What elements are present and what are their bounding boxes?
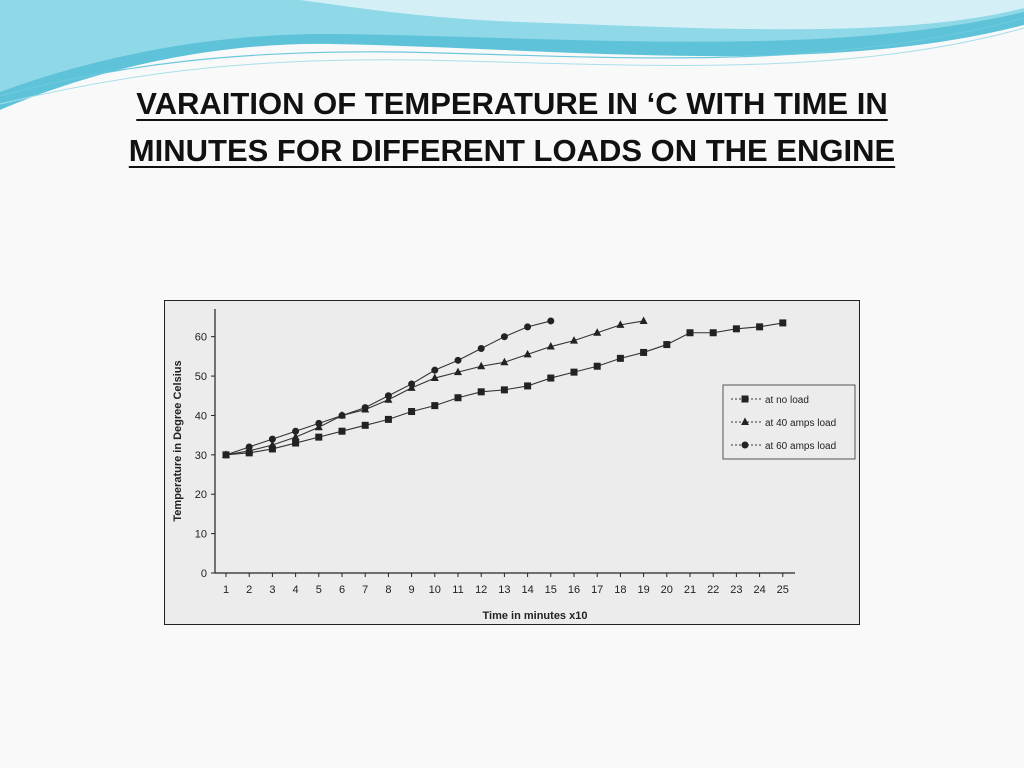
x-tick-label: 25 <box>777 584 789 596</box>
legend-marker-square <box>741 395 749 403</box>
legend-label: at no load <box>765 395 809 406</box>
y-tick-label: 30 <box>195 450 207 462</box>
slide-title-line-1: VARAITION OF TEMPERATURE IN ‘C WITH TIME… <box>136 86 888 121</box>
data-point-circle <box>431 366 439 374</box>
data-point-circle <box>292 427 300 435</box>
x-tick-label: 9 <box>409 584 415 596</box>
y-tick-label: 60 <box>195 332 207 344</box>
data-point-square <box>524 382 532 390</box>
data-point-triangle <box>616 320 625 328</box>
data-point-square <box>570 368 578 376</box>
data-point-circle <box>222 451 230 459</box>
data-point-circle <box>268 435 276 443</box>
x-tick-label: 15 <box>545 584 557 596</box>
x-tick-label: 7 <box>362 584 368 596</box>
y-tick-label: 10 <box>195 529 207 541</box>
data-point-square <box>500 386 508 394</box>
data-point-square <box>361 421 369 429</box>
data-point-square <box>431 402 439 410</box>
x-tick-label: 16 <box>568 584 580 596</box>
header-wave-decoration <box>0 0 1024 110</box>
data-point-square <box>663 341 671 349</box>
data-point-triangle <box>523 349 532 358</box>
data-point-triangle <box>268 440 277 448</box>
x-tick-label: 20 <box>661 584 673 596</box>
data-point-square <box>640 348 648 356</box>
data-point-circle <box>245 443 253 451</box>
data-point-triangle <box>430 373 439 382</box>
x-tick-label: 8 <box>385 584 391 596</box>
data-point-circle <box>315 419 323 427</box>
data-point-square <box>593 362 601 370</box>
data-point-square <box>384 415 392 423</box>
x-tick-label: 24 <box>753 584 765 596</box>
data-point-circle <box>454 356 462 364</box>
x-tick-label: 6 <box>339 584 345 596</box>
data-point-square <box>709 329 717 337</box>
legend-label: at 60 amps load <box>765 441 836 452</box>
data-point-triangle <box>546 342 555 350</box>
data-point-circle <box>547 317 555 325</box>
x-tick-label: 22 <box>707 584 719 596</box>
x-tick-label: 5 <box>316 584 322 596</box>
y-tick-label: 0 <box>201 568 207 580</box>
data-point-triangle <box>593 328 602 336</box>
data-point-square <box>408 408 416 416</box>
data-point-circle <box>477 345 485 353</box>
data-point-square <box>616 354 624 362</box>
x-tick-label: 21 <box>684 584 696 596</box>
data-point-triangle <box>500 357 509 366</box>
y-axis-title: Temperature in Degree Celsius <box>172 360 184 521</box>
data-point-square <box>454 394 462 402</box>
legend-marker-triangle <box>741 417 749 425</box>
data-point-triangle <box>454 367 462 376</box>
data-point-triangle <box>291 432 300 441</box>
x-tick-label: 10 <box>429 584 441 596</box>
data-point-circle <box>338 411 346 419</box>
x-tick-label: 3 <box>269 584 275 596</box>
data-point-circle <box>408 380 416 388</box>
data-point-triangle <box>570 336 578 344</box>
data-point-square <box>268 445 276 453</box>
data-point-square <box>756 323 764 331</box>
x-tick-label: 23 <box>730 584 742 596</box>
data-point-circle <box>361 404 369 412</box>
data-point-triangle <box>477 361 486 370</box>
data-point-square <box>338 427 346 435</box>
x-axis-title: Time in minutes x10 <box>483 610 588 622</box>
x-tick-label: 11 <box>452 584 463 596</box>
data-point-square <box>477 388 485 396</box>
x-tick-label: 2 <box>246 584 252 596</box>
data-point-circle <box>384 392 392 400</box>
y-tick-label: 20 <box>195 489 207 501</box>
data-point-square <box>547 374 555 382</box>
x-tick-label: 14 <box>521 584 533 596</box>
data-point-circle <box>524 323 532 331</box>
temperature-chart: 0 10 20 30 40 50 60 1 2 3 4 5 6 7 8 9 10 11 12 13 14 15 16 17 18… <box>164 300 860 625</box>
data-point-square <box>779 319 787 327</box>
data-point-square <box>315 433 323 441</box>
series-line-triangle <box>225 320 644 456</box>
x-tick-label: 13 <box>498 584 510 596</box>
data-point-triangle <box>639 316 648 324</box>
x-tick-label: 1 <box>223 584 229 596</box>
slide-title: VARAITION OF TEMPERATURE IN ‘C WITH TIME… <box>60 80 964 174</box>
x-tick-label: 12 <box>475 584 487 596</box>
y-tick-label: 50 <box>195 371 207 383</box>
x-tick-label: 18 <box>614 584 626 596</box>
legend-marker-circle <box>741 441 749 449</box>
slide-title-line-2: MINUTES FOR DIFFERENT LOADS ON THE ENGIN… <box>128 133 896 168</box>
y-tick-label: 40 <box>195 410 207 422</box>
data-point-square <box>292 439 300 447</box>
x-tick-label: 4 <box>293 584 299 596</box>
x-tick-label: 17 <box>591 584 603 596</box>
data-point-square <box>686 329 694 337</box>
data-point-square <box>732 325 740 333</box>
legend-label: at 40 amps load <box>765 418 836 429</box>
data-point-circle <box>500 333 508 341</box>
x-tick-label: 19 <box>637 584 649 596</box>
